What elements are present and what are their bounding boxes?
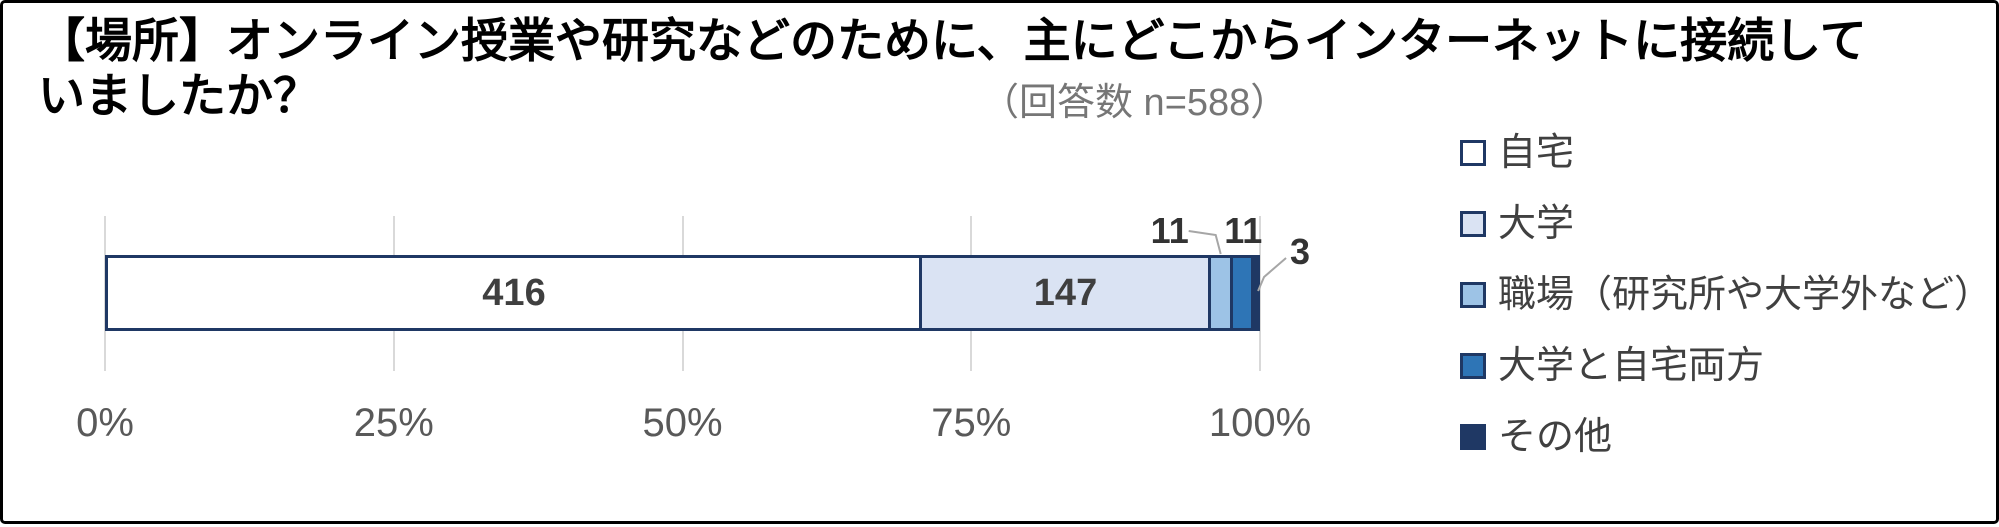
x-tick-label: 100% [1208, 401, 1312, 445]
chart-subtitle: （回答数 n=588） [981, 82, 1289, 124]
x-tick-label: 75% [931, 401, 1012, 445]
legend-item-5: その他 [1460, 418, 1612, 456]
legend-swatch-icon [1460, 353, 1486, 379]
gridline [1259, 216, 1261, 371]
segment-value-label: 147 [1033, 272, 1098, 314]
segment-value-label: 416 [482, 272, 546, 314]
leader-line [1257, 257, 1287, 292]
legend-item-4: 大学と自宅両方 [1460, 347, 1764, 385]
legend-label: その他 [1498, 416, 1613, 458]
legend-item-2: 大学 [1460, 205, 1574, 243]
bar-segment-1: 416 [105, 255, 923, 331]
legend-label: 職場（研究所や大学外など） [1498, 274, 1993, 316]
bar-segment-5 [1251, 255, 1260, 331]
legend-swatch-icon [1460, 211, 1486, 237]
chart-title: 【場所】オンライン授業や研究などのために、主にどこからインターネットに接続してい… [38, 14, 1867, 123]
legend-swatch-icon [1460, 140, 1486, 166]
legend-swatch-icon [1460, 282, 1486, 308]
bar-segment-2: 147 [919, 255, 1212, 331]
legend-item-3: 職場（研究所や大学外など） [1460, 276, 1992, 314]
leader-line [1188, 230, 1222, 255]
legend-label: 大学と自宅両方 [1498, 345, 1765, 387]
segment-value-label-outside: 11 [1150, 210, 1189, 251]
legend-label: 大学 [1498, 203, 1575, 245]
x-tick-label: 0% [76, 401, 134, 445]
x-tick-label: 50% [642, 401, 723, 445]
legend-label: 自宅 [1498, 132, 1575, 174]
segment-value-label-outside: 3 [1290, 231, 1311, 272]
legend-swatch-icon [1460, 424, 1486, 450]
segment-value-label-outside: 11 [1224, 210, 1263, 251]
stacked-bar: 416 147 [105, 255, 1260, 331]
x-tick-label: 25% [353, 401, 434, 445]
legend-item-1: 自宅 [1460, 134, 1574, 172]
